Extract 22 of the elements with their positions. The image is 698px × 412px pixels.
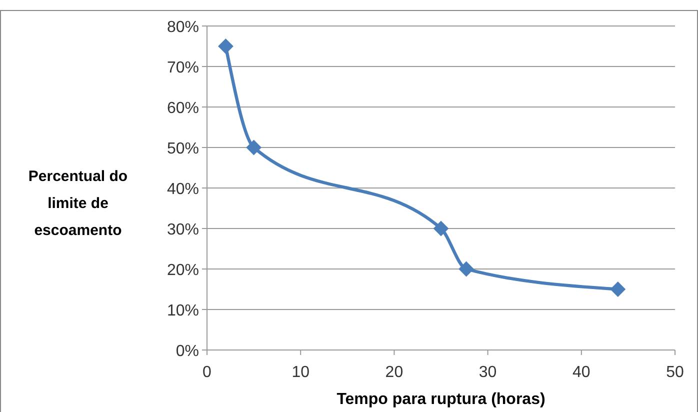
point [610, 282, 626, 297]
x-tick-label: 40 [572, 364, 590, 381]
point [458, 262, 474, 276]
x-tick-label: 30 [478, 364, 497, 381]
y-tick-label: 10% [166, 302, 199, 320]
y-tick-label: 50% [166, 140, 199, 158]
x-tick-label: 50 [666, 364, 684, 381]
y-tick-label: 80% [166, 19, 199, 36]
point [218, 38, 234, 54]
y-tick-label: 30% [166, 222, 199, 238]
x-tick-label: 0 [202, 364, 212, 381]
x-tick-label: 20 [385, 364, 404, 381]
y-tick-label: 60% [166, 100, 199, 117]
x-axis-title: Tempo para ruptura (horas) [336, 391, 546, 408]
y-tick-label: 40% [166, 181, 199, 198]
point [246, 140, 262, 155]
y-tick-label: 70% [166, 60, 199, 76]
y-tick-label: 20% [166, 262, 199, 279]
y-axis-title: Percentual do limite de escoamento [28, 168, 128, 239]
x-tick-label: 10 [292, 364, 310, 381]
y-tick-label: 0% [176, 343, 199, 360]
point [434, 221, 448, 236]
